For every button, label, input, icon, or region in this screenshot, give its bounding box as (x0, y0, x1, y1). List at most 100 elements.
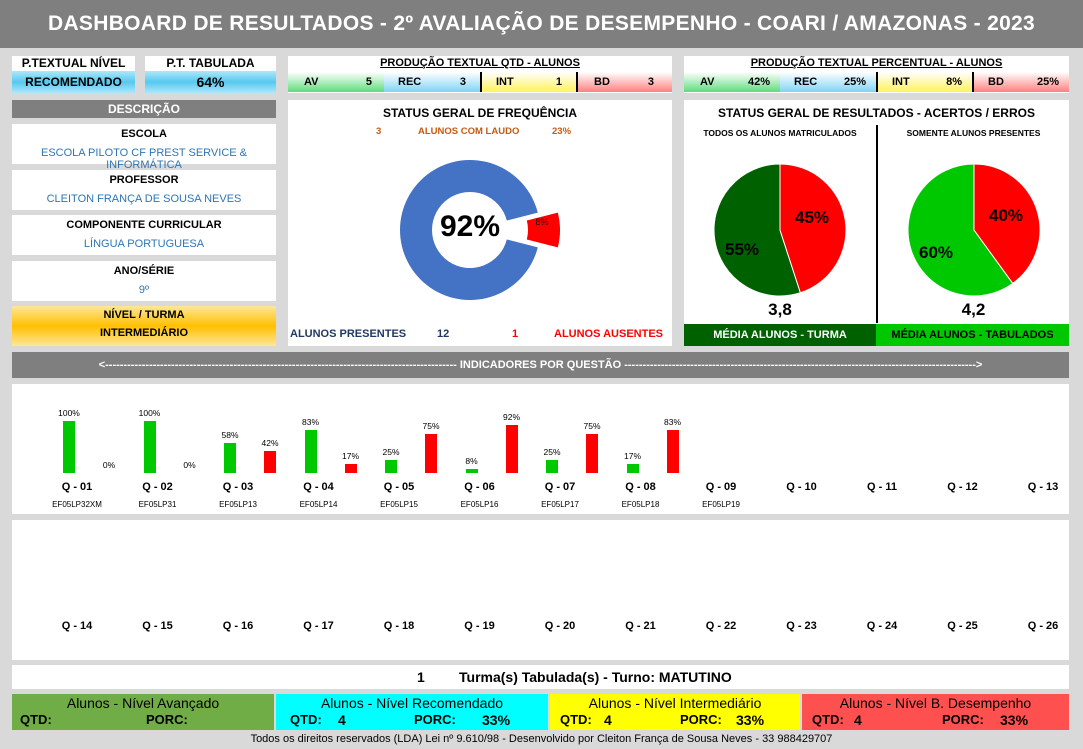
resultados-title: STATUS GERAL DE RESULTADOS - ACERTOS / E… (718, 106, 1035, 120)
question-code: EF05LP13 (219, 500, 257, 509)
pie-left-acertos-label: 55% (725, 240, 759, 259)
laudo-qtd: 3 (376, 126, 382, 137)
question-code: EF05LP31 (138, 500, 177, 509)
pct-av: AV 42% (684, 72, 780, 92)
qtd-bd: BD 3 (576, 72, 672, 92)
question-code: EF05LP15 (380, 500, 418, 509)
bar-erros (505, 425, 518, 473)
bar-value-label: 8% (465, 455, 478, 466)
question-label: Q - 23 (786, 620, 817, 632)
bar-acertos (63, 421, 75, 473)
pie-left-erros-label: 45% (795, 208, 829, 227)
professor-label: PROFESSOR (109, 174, 179, 186)
pct-int: INT 8% (876, 72, 972, 92)
question-code: EF05LP18 (621, 500, 660, 509)
question-code: EF05LP19 (702, 500, 740, 509)
laudo-label: ALUNOS COM LAUDO (418, 126, 520, 137)
question-label: Q - 12 (947, 481, 978, 493)
nivel-intermediario-qtd: 4 (604, 712, 612, 728)
bar-value-label: 100% (138, 408, 161, 418)
nivel-recomendado: Alunos - Nível Recomendado QTD: 4 PORC: 33% (276, 694, 548, 730)
componente-box: COMPONENTE CURRICULAR LÍNGUA PORTUGUESA (12, 215, 276, 255)
bar-acertos (143, 421, 156, 473)
bar-acertos (224, 442, 236, 473)
presentes-value: 12 (437, 328, 450, 340)
nivel-turma-value: INTERMEDIÁRIO (100, 327, 188, 339)
componente-value: LÍNGUA PORTUGUESA (83, 238, 205, 250)
question-label: Q - 22 (705, 620, 737, 632)
media-turma-label: MÉDIA ALUNOS - TURMA (684, 324, 876, 346)
question-code: EF05LP32XM (52, 500, 102, 509)
bar-value-label: 92% (502, 412, 520, 423)
question-label: Q - 11 (867, 481, 897, 493)
bar-value-label: 75% (583, 421, 601, 431)
question-label: Q - 13 (1027, 481, 1059, 493)
descricao-header: DESCRIÇÃO (12, 100, 276, 118)
nivel-intermediario-qtd-label: QTD: (560, 712, 592, 727)
bar-acertos (304, 429, 317, 473)
question-label: Q - 07 (544, 481, 576, 493)
question-label: Q - 17 (303, 620, 334, 632)
bar-erros (264, 451, 276, 473)
nivel-intermediario-porc-label: PORC: (680, 712, 722, 727)
nivel-intermediario: Alunos - Nível Intermediário QTD: 4 PORC: 3… (550, 694, 800, 730)
escola-box: ESCOLA ESCOLA PILOTO CF PREST SERVICE & … (12, 124, 276, 171)
question-label: Q - 02 (142, 481, 173, 493)
pie-right-acertos-slice (907, 163, 1014, 297)
frequencia-title: STATUS GERAL DE FREQUÊNCIA (382, 106, 577, 120)
qtd-av: AV 5 (288, 72, 384, 92)
laudo-pct: 23% (552, 126, 572, 137)
footer-text: Todos os direitos reservados (LDA) Lei n… (250, 733, 833, 745)
question-label: Q - 03 (222, 481, 254, 493)
bar-value-label: 25% (382, 447, 400, 457)
question-code: EF05LP16 (460, 500, 499, 509)
question-label: Q - 18 (383, 620, 415, 632)
bar-value-label: 25% (543, 447, 561, 457)
question-label: Q - 26 (1027, 620, 1059, 632)
nivel-intermediario-title: Alunos - Nível Intermediário (588, 695, 762, 711)
turma-text: Turma(s) Tabulada(s) - Turno: MATUTINO (459, 669, 732, 685)
nivel-baixo-porc-label: PORC: (942, 712, 984, 727)
donut-present-slice (400, 160, 538, 300)
questions-row1: Q - 01 EF05LP32XM 100% 0% Q - 02 EF05LP31 100%… (12, 384, 1069, 514)
bar-acertos (385, 460, 397, 473)
producao-qtd-panel: PRODUÇÃO TEXTUAL QTD - ALUNOS AV 5 REC 3 I… (288, 56, 672, 93)
donut-slice-label: 8% (535, 217, 548, 227)
bar-acertos (465, 468, 478, 473)
ano-value: 9º (138, 284, 150, 296)
nivel-recomendado-porc-label: PORC: (414, 712, 456, 727)
question-label: Q - 25 (947, 620, 978, 632)
question-label: Q - 20 (544, 620, 576, 632)
nivel-avancado: Alunos - Nível Avançado QTD: PORC: (12, 694, 274, 730)
question-label: Q - 10 (786, 481, 817, 493)
question-code: EF05LP17 (541, 500, 579, 509)
bar-value-label: 58% (221, 429, 239, 440)
bar-acertos (546, 460, 558, 473)
question-label: Q - 05 (383, 481, 415, 493)
question-code: EF05LP14 (299, 500, 338, 509)
pie-left-acertos-slice (713, 163, 802, 297)
indicadores-title: <---------------------------------------… (98, 359, 983, 371)
qtd-rec: REC 3 (384, 72, 480, 92)
nivel-baixo: Alunos - Nível B. Desempenho QTD: 4 PORC: 3… (802, 694, 1069, 730)
media-turma-value: 3,8 (768, 300, 792, 319)
bar-value-label: 83% (663, 416, 681, 427)
bar-value-label: 0% (183, 460, 196, 470)
tabulada-value: 64% (145, 71, 276, 93)
donut-center-label: 92% (440, 210, 500, 243)
pie-turma: 55% 45% (713, 163, 847, 297)
escola-label: ESCOLA (121, 128, 167, 140)
turma-line: 1 Turma(s) Tabulada(s) - Turno: MATUTINO (12, 665, 1069, 689)
nivel-baixo-qtd: 4 (854, 712, 862, 728)
nivel-recomendado-title: Alunos - Nível Recomendado (320, 695, 504, 711)
bar-erros (344, 464, 357, 473)
donut-absent-slice (526, 212, 560, 248)
nivel-baixo-porc: 33% (1000, 712, 1029, 728)
frequencia-donut: 92% 8% (400, 160, 560, 300)
question-label: Q - 24 (866, 620, 898, 632)
ano-label: ANO/SÉRIE (113, 265, 175, 277)
producao-pct-title: PRODUÇÃO TEXTUAL PERCENTUAL - ALUNOS (750, 57, 1003, 69)
pie-right-erros-label: 40% (989, 206, 1023, 225)
nivel-turma-label: NÍVEL / TURMA (103, 309, 185, 321)
bar-value-label: 17% (341, 451, 359, 462)
